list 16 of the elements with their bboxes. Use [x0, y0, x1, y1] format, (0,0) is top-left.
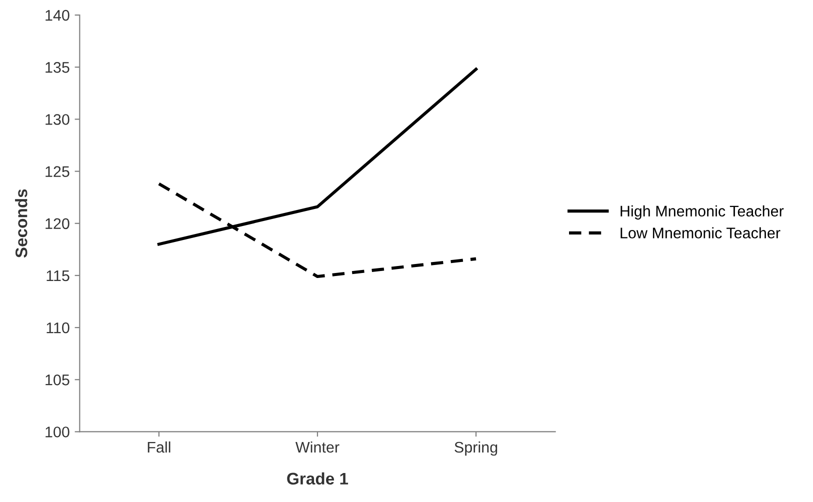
x-tick-label: Winter [295, 441, 340, 453]
y-tick-label: 140 [46, 10, 70, 21]
legend-label: High Mnemonic Teacher [620, 205, 784, 220]
y-axis-title: Seconds [15, 189, 28, 258]
y-tick-label: 135 [46, 62, 70, 73]
y-tick-label: 125 [46, 166, 70, 177]
y-tick-label: 130 [46, 114, 70, 125]
x-axis-title: Grade 1 [287, 472, 348, 485]
x-tick-label: Fall [148, 441, 170, 453]
y-tick-label: 105 [46, 374, 70, 386]
y-tick-label: 110 [46, 322, 70, 334]
y-tick-label: 115 [46, 270, 70, 282]
x-tick-label: Spring [454, 441, 498, 456]
y-tick-label: 100 [46, 426, 70, 438]
y-tick-label: 120 [46, 218, 70, 230]
legend-label: Low Mnemonic Teacher [620, 227, 780, 238]
